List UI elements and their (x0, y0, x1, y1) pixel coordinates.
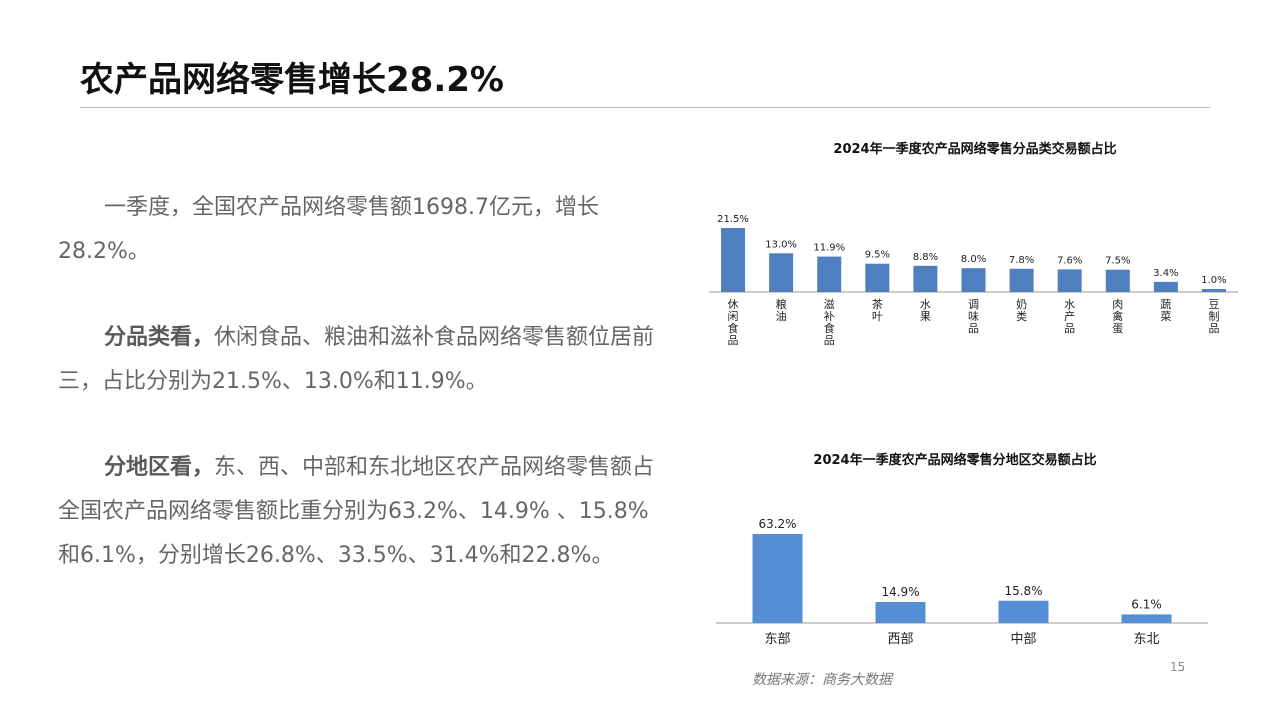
tick-label: 水产品 (1064, 298, 1075, 335)
data-label: 7.5% (1105, 256, 1130, 267)
tick-label: 肉禽蛋 (1112, 298, 1123, 335)
category-chart-plot: 21.5% 休闲食品 13.0% 粮油 11.9% 滋补食品 9.5% 茶叶 8.8% 水果 8.0… (709, 214, 1238, 347)
data-label: 9.5% (865, 250, 890, 261)
body-text: 一季度，全国农产品网络零售额1698.7亿元，增长28.2%。 分品类看，休闲食… (58, 186, 658, 620)
tick-label: 中部 (1010, 632, 1036, 647)
region-chart-plot: 63.2% 东部 14.9% 西部 15.8% 中部 6.1% 东北 (716, 517, 1208, 647)
paragraph-lead: 分品类看， (104, 325, 215, 350)
region-chart-title: 2024年一季度农产品网络零售分地区交易额占比 (813, 453, 1097, 468)
data-label: 13.0% (765, 239, 797, 250)
bar (875, 602, 926, 623)
tick-label: 蔬菜 (1160, 298, 1171, 323)
data-label: 63.2% (758, 517, 796, 531)
tick-label: 休闲食品 (728, 298, 739, 347)
data-label: 8.8% (913, 252, 938, 263)
paragraph-summary: 一季度，全国农产品网络零售额1698.7亿元，增长28.2%。 (58, 186, 658, 274)
tick-label: 滋补食品 (824, 298, 835, 347)
page-title: 农产品网络零售增长28.2% (80, 60, 504, 100)
data-label: 11.9% (813, 243, 845, 254)
bar (769, 253, 794, 292)
bar (1153, 281, 1178, 292)
data-label: 15.8% (1004, 584, 1042, 598)
data-label: 14.9% (881, 585, 919, 599)
bar (913, 265, 938, 292)
bar (865, 263, 890, 292)
bar (721, 228, 746, 292)
data-label: 7.8% (1009, 255, 1034, 266)
data-label: 1.0% (1201, 275, 1226, 286)
tick-label: 粮油 (776, 297, 787, 323)
page-number: 15 (1170, 660, 1186, 674)
data-label: 7.6% (1057, 255, 1082, 266)
category-chart-title: 2024年一季度农产品网络零售分品类交易额占比 (833, 142, 1117, 157)
data-label: 8.0% (961, 254, 986, 265)
tick-label: 茶叶 (872, 298, 883, 323)
data-label: 6.1% (1131, 597, 1162, 611)
paragraph-region: 分地区看，东、西、中部和东北地区农产品网络零售额占全国农产品网络零售额比重分别为… (58, 446, 658, 578)
bar (1105, 269, 1130, 292)
paragraph-text: 休闲食品、粮油和滋补食品网络零售额位居前三，占比分别为21.5%、13.0%和1… (58, 325, 655, 394)
bar (752, 534, 803, 623)
bar (961, 268, 986, 292)
title-divider (80, 107, 1210, 108)
data-label: 3.4% (1153, 268, 1178, 279)
bar (1201, 289, 1226, 292)
tick-label: 调味品 (968, 298, 979, 335)
tick-label: 东北 (1133, 632, 1159, 647)
paragraph-text: 东、西、中部和东北地区农产品网络零售额占全国农产品网络零售额比重分别为63.2%… (58, 455, 655, 568)
data-label: 21.5% (717, 214, 749, 225)
bar (1009, 268, 1034, 292)
paragraph-lead: 分地区看， (104, 455, 215, 480)
tick-label: 水果 (920, 298, 931, 323)
bar (817, 256, 842, 292)
source-note: 数据来源：商务大数据 (752, 672, 892, 688)
paragraph-category: 分品类看，休闲食品、粮油和滋补食品网络零售额位居前三，占比分别为21.5%、13… (58, 316, 658, 404)
bar (1121, 614, 1172, 623)
tick-label: 东部 (764, 632, 790, 647)
bar (1057, 269, 1082, 292)
tick-label: 奶类 (1016, 297, 1027, 323)
bar (998, 600, 1049, 623)
tick-label: 豆制品 (1208, 298, 1219, 335)
paragraph-text: 一季度，全国农产品网络零售额1698.7亿元，增长28.2%。 (58, 195, 599, 264)
tick-label: 西部 (887, 632, 913, 647)
